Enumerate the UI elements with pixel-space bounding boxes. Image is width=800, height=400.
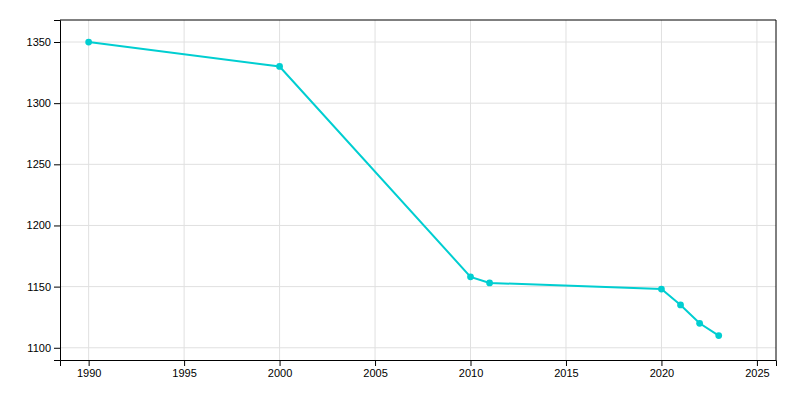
y-tick-label: 1100 (27, 342, 51, 354)
x-tick-label: 2000 (268, 367, 292, 379)
data-point (85, 39, 92, 46)
y-tick: 1100 (27, 342, 60, 354)
y-tick-mark (54, 164, 60, 165)
x-tick-label: 2010 (459, 367, 483, 379)
x-tick: 2010 (459, 360, 483, 379)
x-tick: 2000 (268, 360, 292, 379)
y-axis-line (54, 21, 61, 361)
y-tick-label: 1350 (27, 36, 51, 48)
x-grid-line (375, 20, 376, 360)
x-tick-label: 2005 (363, 367, 387, 379)
x-tick-label: 2020 (650, 367, 674, 379)
x-tick: 2020 (650, 360, 674, 379)
x-grid-line (565, 20, 566, 360)
x-tick: 2025 (745, 360, 769, 379)
frame-right (776, 20, 777, 360)
x-grid-line (661, 20, 662, 360)
x-grid-line (756, 20, 757, 360)
x-tick-mark (661, 360, 662, 366)
x-axis: 1990 1995 2000 2005 2010 2015 2020 2025 (61, 360, 777, 379)
data-point (677, 302, 684, 309)
x-tick: 2005 (363, 360, 387, 379)
data-point (696, 320, 703, 327)
data-point (276, 63, 283, 70)
x-tick-mark (375, 360, 376, 366)
x-tick-mark (471, 360, 472, 366)
y-tick-mark (54, 42, 60, 43)
y-grid-line (60, 164, 776, 165)
frame-top (60, 20, 776, 21)
x-tick-mark (757, 360, 758, 366)
x-tick-mark (566, 360, 567, 366)
y-tick: 1200 (27, 219, 60, 231)
x-grid-line (88, 20, 89, 360)
x-grid-line (279, 20, 280, 360)
x-tick-mark (89, 360, 90, 366)
y-grid-line (60, 347, 776, 348)
y-tick-label: 1200 (27, 219, 51, 231)
y-axis: 1100 1150 1200 1250 1300 1350 (27, 21, 61, 361)
y-tick: 1350 (27, 36, 60, 48)
y-tick: 1250 (27, 158, 60, 170)
data-line (89, 42, 719, 336)
data-point (715, 332, 722, 339)
x-tick-label: 1990 (77, 367, 101, 379)
y-grid-line (60, 42, 776, 43)
y-tick-label: 1150 (27, 281, 51, 293)
y-tick-mark (54, 103, 60, 104)
x-tick-label: 1995 (172, 367, 196, 379)
y-tick-mark (54, 225, 60, 226)
plot-area: 1990 1995 2000 2005 2010 2015 2020 2025 1100 1150… (27, 20, 777, 379)
grid (60, 20, 776, 360)
y-tick: 1300 (27, 97, 60, 109)
data-point (486, 280, 493, 287)
x-tick: 1995 (172, 360, 196, 379)
y-tick-mark (54, 287, 60, 288)
x-axis-line (61, 361, 777, 367)
y-grid-line (60, 286, 776, 287)
y-grid-line (60, 225, 776, 226)
data-point (658, 286, 665, 293)
x-tick-mark (280, 360, 281, 366)
x-tick-mark (184, 360, 185, 366)
x-tick-label: 2025 (745, 367, 769, 379)
y-tick: 1150 (27, 281, 60, 293)
x-grid-line (184, 20, 185, 360)
x-tick: 2015 (554, 360, 578, 379)
y-tick-mark (54, 348, 60, 349)
marks (85, 39, 722, 339)
x-tick: 1990 (77, 360, 101, 379)
chart-svg: 1990 1995 2000 2005 2010 2015 2020 2025 1100 1150… (0, 0, 800, 400)
y-tick-label: 1300 (27, 97, 51, 109)
y-grid-line (60, 103, 776, 104)
x-grid-line (470, 20, 471, 360)
x-tick-label: 2015 (554, 367, 578, 379)
data-point (467, 273, 474, 280)
chart-container: 1990 1995 2000 2005 2010 2015 2020 2025 1100 1150… (0, 0, 800, 400)
y-tick-label: 1250 (27, 158, 51, 170)
